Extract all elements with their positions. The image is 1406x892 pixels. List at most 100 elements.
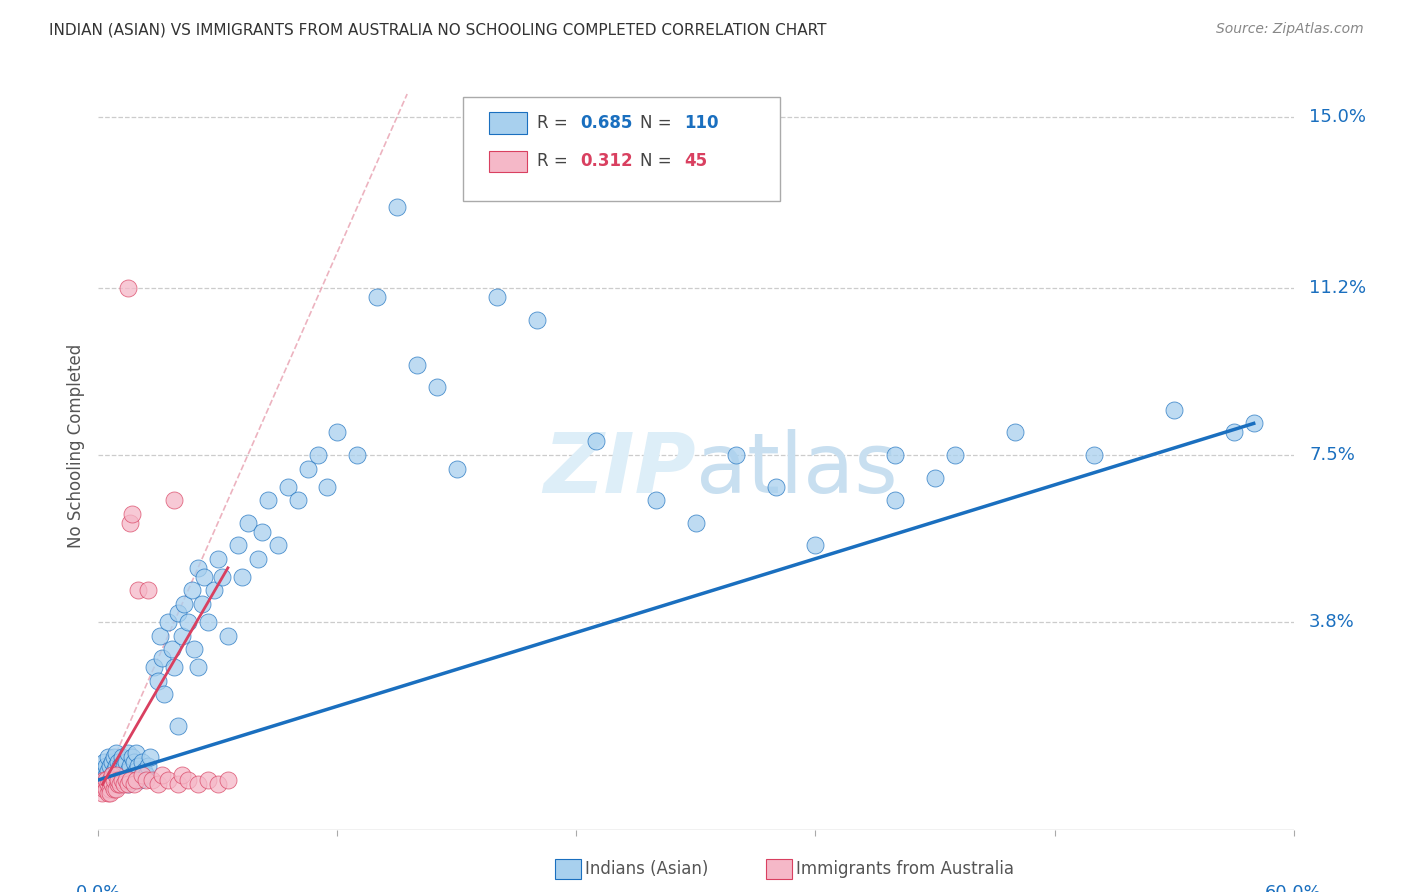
FancyBboxPatch shape [463, 97, 780, 201]
Point [316, 480, 339, 494]
Point [125, 746, 148, 760]
Point [115, 755, 138, 769]
Point [103, 772, 125, 787]
Point [96, 781, 118, 796]
Point [139, 750, 162, 764]
Point [187, 777, 209, 791]
Text: 60.0%: 60.0% [1265, 884, 1322, 892]
Point [107, 772, 129, 787]
Text: N =: N = [640, 153, 676, 170]
Point [366, 290, 388, 304]
Point [112, 759, 135, 773]
Point [105, 777, 128, 791]
Point [120, 516, 142, 530]
Point [134, 764, 156, 778]
Point [287, 493, 309, 508]
Point [217, 628, 239, 642]
Point [125, 764, 148, 778]
Point [207, 551, 229, 566]
Point [226, 538, 249, 552]
Point [127, 583, 149, 598]
Point [1223, 425, 1246, 440]
Point [103, 764, 125, 778]
Point [197, 615, 219, 629]
Point [193, 570, 215, 584]
Point [645, 493, 668, 508]
Point [121, 750, 143, 764]
Point [943, 448, 966, 462]
Point [110, 768, 132, 782]
Point [150, 768, 173, 782]
Point [148, 673, 170, 688]
Text: R =: R = [537, 153, 574, 170]
Point [103, 750, 125, 764]
Point [105, 746, 128, 760]
Point [187, 561, 209, 575]
Point [98, 787, 122, 801]
Point [101, 781, 124, 796]
Point [167, 719, 190, 733]
Point [426, 380, 449, 394]
Point [110, 759, 132, 773]
Text: 0.0%: 0.0% [76, 884, 121, 892]
Point [127, 759, 149, 773]
Point [120, 772, 142, 787]
Point [157, 772, 180, 787]
Text: 15.0%: 15.0% [1309, 108, 1367, 126]
Point [172, 768, 194, 782]
Point [93, 781, 115, 796]
Point [163, 493, 186, 508]
Point [267, 538, 290, 552]
Point [150, 651, 173, 665]
Point [236, 516, 259, 530]
Point [127, 768, 149, 782]
Point [117, 777, 139, 791]
Text: 0.685: 0.685 [581, 114, 633, 132]
Point [129, 772, 152, 787]
Point [256, 493, 278, 508]
Point [183, 642, 205, 657]
Text: ZIP: ZIP [543, 428, 696, 509]
Point [446, 461, 468, 475]
Point [181, 583, 204, 598]
Point [91, 764, 114, 778]
Bar [489, 151, 527, 172]
Point [121, 768, 143, 782]
Point [326, 425, 349, 440]
Point [101, 768, 124, 782]
Point [172, 628, 194, 642]
Text: Source: ZipAtlas.com: Source: ZipAtlas.com [1216, 22, 1364, 37]
Point [103, 781, 125, 796]
Point [121, 507, 143, 521]
Point [191, 597, 214, 611]
Point [98, 772, 122, 787]
Point [107, 764, 129, 778]
Point [197, 772, 219, 787]
Point [105, 768, 128, 782]
Point [1243, 417, 1265, 431]
Point [148, 777, 170, 791]
Text: 3.8%: 3.8% [1309, 613, 1355, 631]
Point [110, 777, 132, 791]
Point [107, 755, 129, 769]
Point [685, 516, 707, 530]
Point [111, 777, 134, 791]
Point [120, 759, 142, 773]
Point [124, 777, 146, 791]
Point [125, 772, 148, 787]
Point [526, 312, 548, 326]
Text: 0.312: 0.312 [581, 153, 633, 170]
Point [93, 772, 115, 787]
Point [804, 538, 827, 552]
Text: 45: 45 [685, 153, 707, 170]
Point [111, 772, 134, 787]
Point [97, 750, 120, 764]
Point [96, 768, 118, 782]
Point [187, 660, 209, 674]
Point [96, 759, 118, 773]
Point [924, 470, 946, 484]
Point [97, 764, 120, 778]
Point [173, 597, 195, 611]
Point [765, 480, 787, 494]
Point [103, 772, 125, 787]
